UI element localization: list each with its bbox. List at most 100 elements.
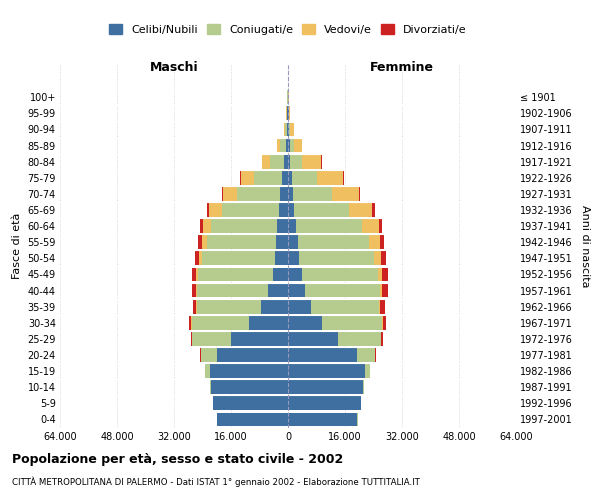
Bar <box>192 332 231 345</box>
Bar <box>191 284 196 298</box>
Bar <box>288 284 305 298</box>
Bar <box>261 300 288 314</box>
Text: Maschi: Maschi <box>149 62 199 74</box>
Bar <box>203 220 211 233</box>
Bar <box>290 155 302 168</box>
Bar <box>284 122 285 136</box>
Bar <box>288 122 289 136</box>
Bar <box>288 332 338 345</box>
Bar <box>189 316 191 330</box>
Bar <box>196 300 197 314</box>
Bar <box>287 122 288 136</box>
Bar <box>288 316 322 330</box>
Bar <box>200 220 203 233</box>
Bar <box>192 316 249 330</box>
Bar <box>249 316 288 330</box>
Bar <box>294 138 302 152</box>
Bar <box>209 364 288 378</box>
Bar <box>205 364 209 378</box>
Bar <box>296 220 362 233</box>
Bar <box>288 236 298 249</box>
Bar <box>362 220 379 233</box>
Bar <box>359 187 360 200</box>
Bar <box>322 316 382 330</box>
Y-axis label: Anni di nascita: Anni di nascita <box>580 205 590 288</box>
Bar <box>270 155 284 168</box>
Bar <box>273 268 288 281</box>
Bar <box>288 300 311 314</box>
Bar <box>380 236 384 249</box>
Bar <box>193 300 196 314</box>
Bar <box>288 412 358 426</box>
Bar <box>382 316 383 330</box>
Bar <box>288 364 365 378</box>
Bar <box>286 138 288 152</box>
Bar <box>207 203 209 217</box>
Bar <box>211 380 288 394</box>
Bar <box>302 155 322 168</box>
Bar <box>299 252 374 265</box>
Bar <box>209 203 222 217</box>
Bar <box>202 252 275 265</box>
Bar <box>195 252 199 265</box>
Bar <box>289 122 290 136</box>
Bar <box>288 380 363 394</box>
Bar <box>197 284 268 298</box>
Bar <box>198 268 273 281</box>
Bar <box>287 106 288 120</box>
Bar <box>305 284 380 298</box>
Bar <box>380 300 385 314</box>
Bar <box>293 187 332 200</box>
Bar <box>279 203 288 217</box>
Bar <box>207 236 276 249</box>
Bar <box>191 268 196 281</box>
Bar <box>369 236 380 249</box>
Bar <box>298 236 369 249</box>
Bar <box>332 187 359 200</box>
Bar <box>254 171 283 184</box>
Bar <box>317 171 343 184</box>
Bar <box>288 155 290 168</box>
Bar <box>213 396 288 410</box>
Bar <box>277 220 288 233</box>
Text: Femmine: Femmine <box>370 62 434 74</box>
Bar <box>197 300 261 314</box>
Bar <box>268 284 288 298</box>
Bar <box>382 268 388 281</box>
Bar <box>288 106 289 120</box>
Bar <box>196 268 198 281</box>
Bar <box>198 236 202 249</box>
Bar <box>241 171 254 184</box>
Bar <box>288 138 290 152</box>
Bar <box>262 155 270 168</box>
Bar <box>288 203 294 217</box>
Bar <box>217 348 288 362</box>
Bar <box>223 187 238 200</box>
Bar <box>285 122 287 136</box>
Y-axis label: Fasce di età: Fasce di età <box>12 213 22 280</box>
Bar <box>290 122 293 136</box>
Bar <box>378 268 382 281</box>
Bar <box>288 171 292 184</box>
Bar <box>199 252 202 265</box>
Bar <box>380 284 382 298</box>
Bar <box>379 220 382 233</box>
Bar <box>290 138 294 152</box>
Bar <box>294 203 349 217</box>
Bar <box>292 171 317 184</box>
Bar <box>280 187 288 200</box>
Bar <box>284 155 288 168</box>
Bar <box>231 332 288 345</box>
Bar <box>202 236 207 249</box>
Bar <box>338 332 380 345</box>
Bar <box>358 348 375 362</box>
Text: CITTÀ METROPOLITANA DI PALERMO - Dati ISTAT 1° gennaio 2002 - Elaborazione TUTTI: CITTÀ METROPOLITANA DI PALERMO - Dati IS… <box>12 476 420 487</box>
Bar <box>311 300 379 314</box>
Bar <box>283 171 288 184</box>
Bar <box>349 203 373 217</box>
Bar <box>374 252 380 265</box>
Bar <box>383 316 386 330</box>
Bar <box>210 380 211 394</box>
Bar <box>289 106 290 120</box>
Legend: Celibi/Nubili, Coniugati/e, Vedovi/e, Divorziati/e: Celibi/Nubili, Coniugati/e, Vedovi/e, Di… <box>105 20 471 40</box>
